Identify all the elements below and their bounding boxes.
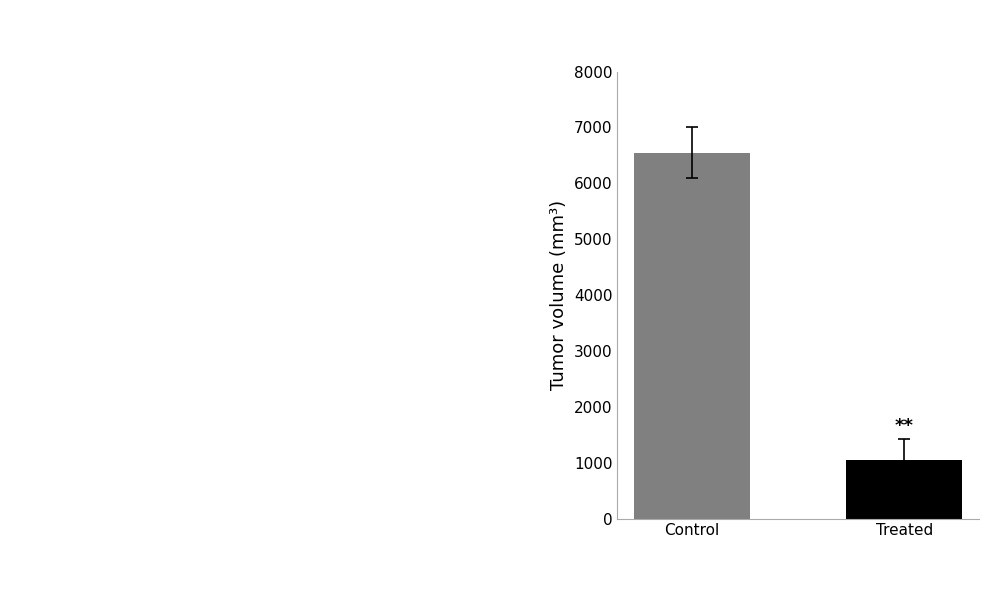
Text: **: ** <box>894 417 913 435</box>
Bar <box>846 460 962 519</box>
Bar <box>633 153 749 519</box>
Y-axis label: Tumor volume (mm³): Tumor volume (mm³) <box>550 200 568 390</box>
